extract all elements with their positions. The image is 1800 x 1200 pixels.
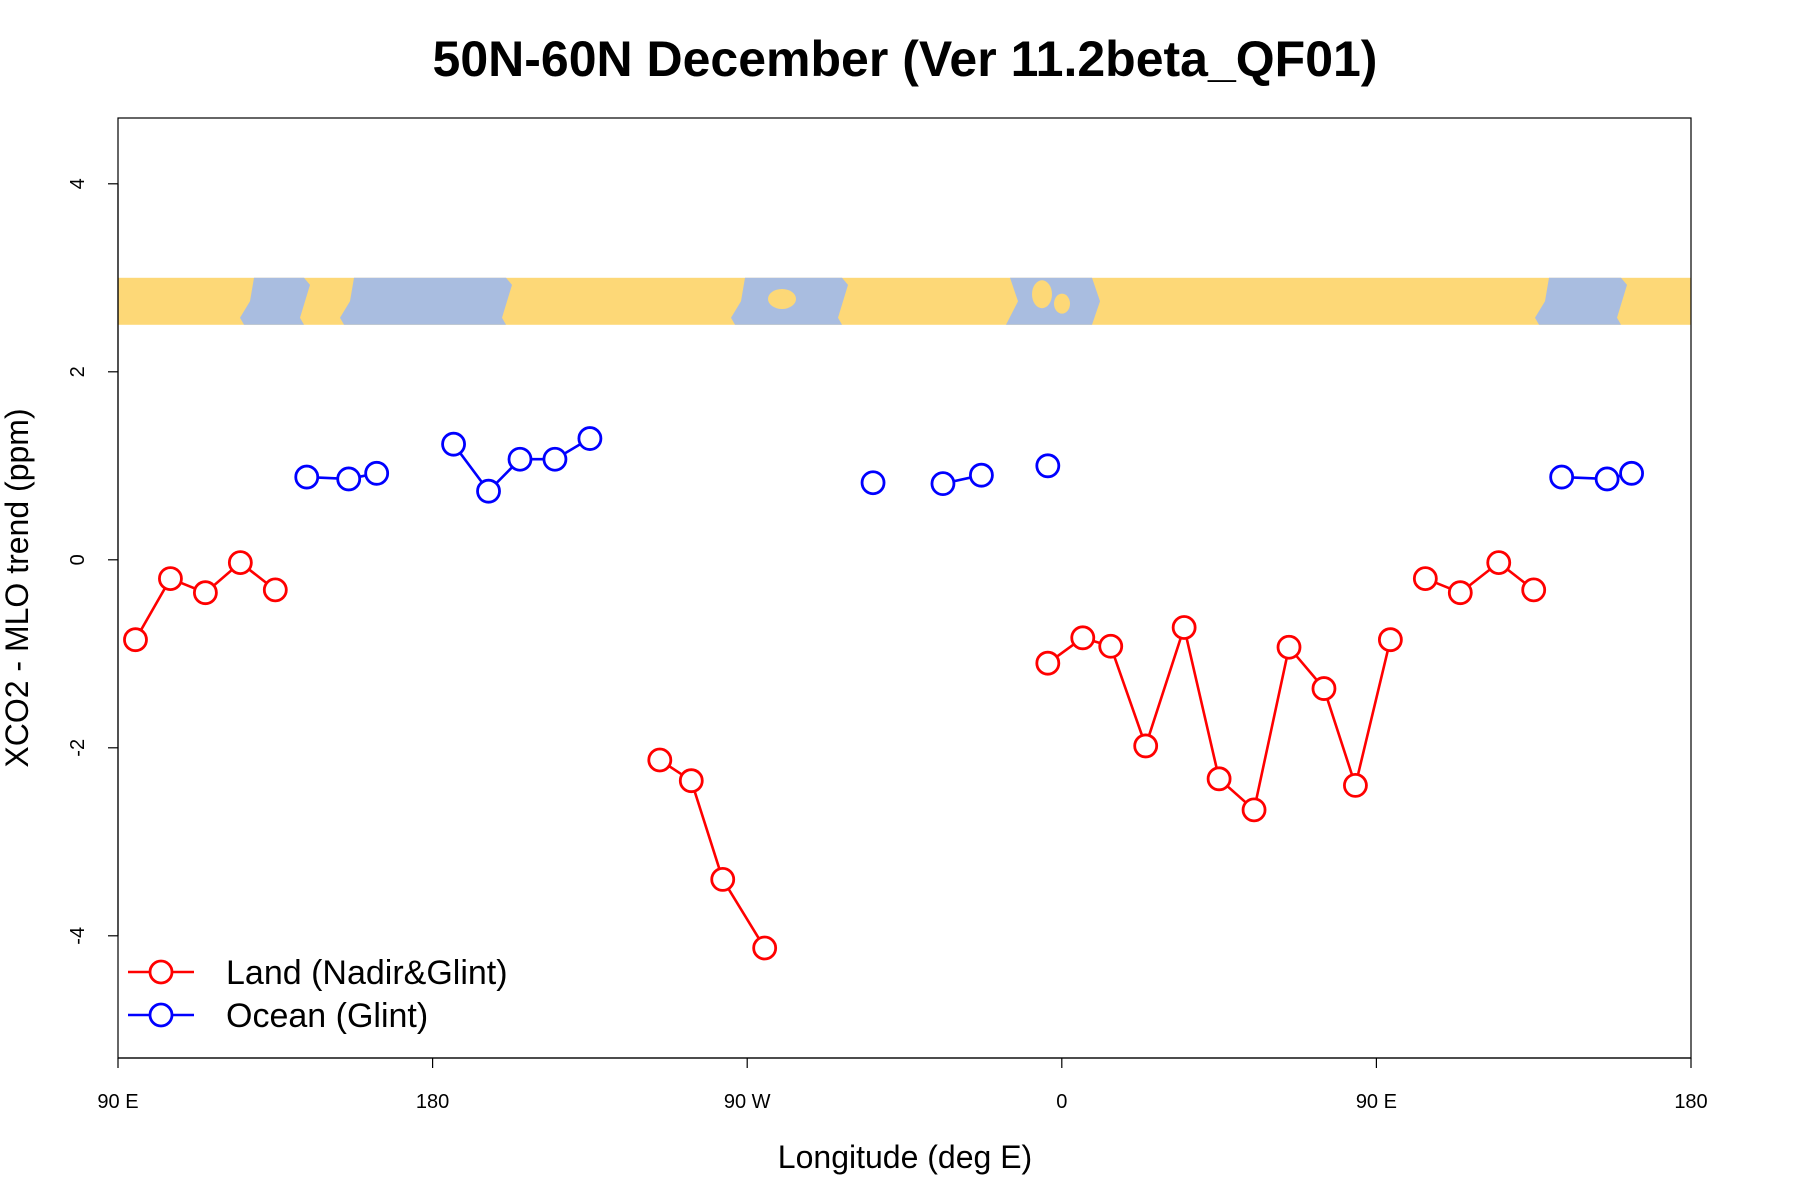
data-point [1343,773,1368,798]
data-point [476,478,501,504]
data-point [710,867,736,892]
y-tick-label: 4 [67,178,89,189]
data-point [1447,580,1473,606]
x-tick-label: 180 [416,1091,449,1113]
data-point [507,446,533,472]
data-point [227,550,253,576]
data-point [123,627,148,653]
data-point [752,935,778,961]
data-point [542,446,568,472]
x-tick-label: 90 W [724,1091,771,1113]
x-tick-label: 90 E [97,1091,138,1113]
world-map-strip [118,277,1691,325]
data-point [1521,577,1547,603]
data-point [294,464,320,490]
map-land-feature [1494,294,1506,318]
map-ocean-region [1535,277,1627,325]
legend: Land (Nadir&Glint) Ocean (Glint) [128,954,508,1035]
chart-title: 50N-60N December (Ver 11.2beta_QF01) [433,31,1378,87]
map-land-feature [1032,280,1052,309]
series-line [1424,560,1535,595]
data-point [930,471,956,497]
data-point [1311,676,1337,701]
y-axis: 4 2 0 -2 -4 [67,178,119,945]
legend-ocean-marker [148,1002,174,1028]
map-ocean-region [1006,277,1100,325]
x-tick-label: 180 [1674,1091,1707,1113]
x-axis-label: Longitude (deg E) [778,1139,1032,1175]
data-point [1377,627,1403,653]
map-land-feature [768,288,796,309]
data-point [1486,550,1512,576]
data-point [1070,625,1096,651]
data-point [1549,464,1575,490]
x-tick-label: 0 [1056,1091,1067,1113]
data-point [1171,615,1197,640]
legend-ocean-label: Ocean (Glint) [226,997,428,1035]
data-point [1133,733,1159,759]
legend-land-label: Land (Nadir&Glint) [226,954,508,992]
series-layer [123,426,1644,961]
y-tick-label: 0 [67,554,89,565]
map-land-feature [1054,293,1070,314]
data-point [647,747,673,773]
data-point [1276,634,1302,660]
y-axis-label: XCO2 - MLO trend (ppm) [0,408,35,767]
data-point [1619,460,1644,486]
data-point [262,577,288,603]
data-point [158,566,183,591]
data-point [1412,566,1438,591]
data-point [577,426,603,451]
y-tick-label: -4 [67,927,89,945]
data-point [1206,766,1232,792]
legend-land-marker [148,959,174,985]
data-point [1594,466,1620,492]
data-point [678,768,704,794]
y-tick-label: 2 [67,366,89,377]
data-point [192,580,218,606]
data-point [336,466,362,492]
series-line [659,758,766,949]
data-point [1035,650,1061,676]
data-point [969,462,994,488]
data-point [1098,633,1124,659]
data-point [860,470,886,496]
x-tick-label: 90 E [1356,1091,1397,1113]
map-ocean-region [240,277,310,325]
data-point [364,460,390,486]
data-point [1241,797,1267,823]
map-ocean-region [340,277,512,325]
data-point [441,431,466,457]
series-land [123,550,1547,961]
data-point [1035,453,1061,479]
series-ocean [294,426,1644,504]
x-axis: 90 E 180 90 W 0 90 E 180 [97,1057,1708,1113]
y-tick-label: -2 [67,739,89,757]
